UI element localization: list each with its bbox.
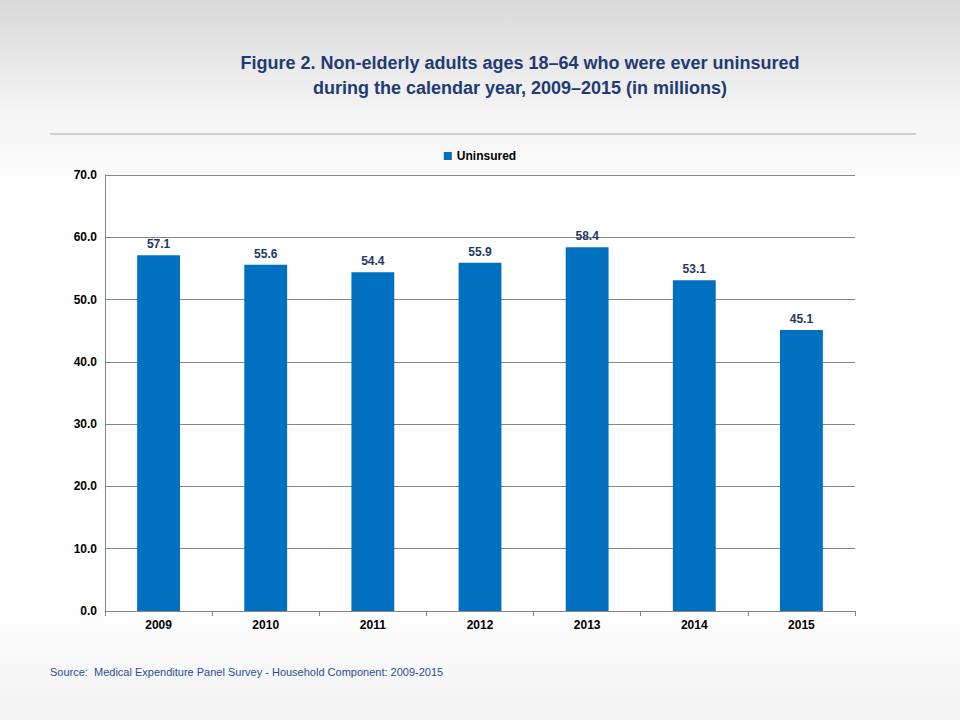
svg-text:55.6: 55.6 <box>254 247 278 261</box>
svg-text:57.1: 57.1 <box>147 237 171 251</box>
svg-text:58.4: 58.4 <box>575 229 599 243</box>
svg-text:2011: 2011 <box>360 618 386 632</box>
svg-text:55.9: 55.9 <box>468 245 492 259</box>
svg-text:during the calendar year, 2009: during the calendar year, 2009–2015 (in … <box>313 78 727 98</box>
svg-text:50.0: 50.0 <box>74 293 98 307</box>
svg-text:70.0: 70.0 <box>74 168 98 182</box>
svg-text:40.0: 40.0 <box>74 355 98 369</box>
svg-text:Source: Medical Expenditure P: Source: Medical Expenditure Panel Survey… <box>50 666 443 678</box>
svg-text:2014: 2014 <box>681 618 708 632</box>
svg-text:2010: 2010 <box>252 618 279 632</box>
svg-text:2015: 2015 <box>788 618 815 632</box>
svg-text:2009: 2009 <box>145 618 172 632</box>
svg-text:45.1: 45.1 <box>790 312 814 326</box>
svg-text:30.0: 30.0 <box>74 417 98 431</box>
svg-text:2012: 2012 <box>467 618 494 632</box>
svg-text:Figure 2. Non-elderly adults a: Figure 2. Non-elderly adults ages 18–64 … <box>240 53 799 73</box>
svg-text:53.1: 53.1 <box>683 262 707 276</box>
svg-text:54.4: 54.4 <box>361 254 385 268</box>
svg-text:20.0: 20.0 <box>74 479 98 493</box>
svg-text:0.0: 0.0 <box>80 604 97 618</box>
svg-text:60.0: 60.0 <box>74 230 98 244</box>
svg-text:2013: 2013 <box>574 618 601 632</box>
svg-text:Uninsured: Uninsured <box>457 149 516 163</box>
svg-text:10.0: 10.0 <box>74 542 98 556</box>
